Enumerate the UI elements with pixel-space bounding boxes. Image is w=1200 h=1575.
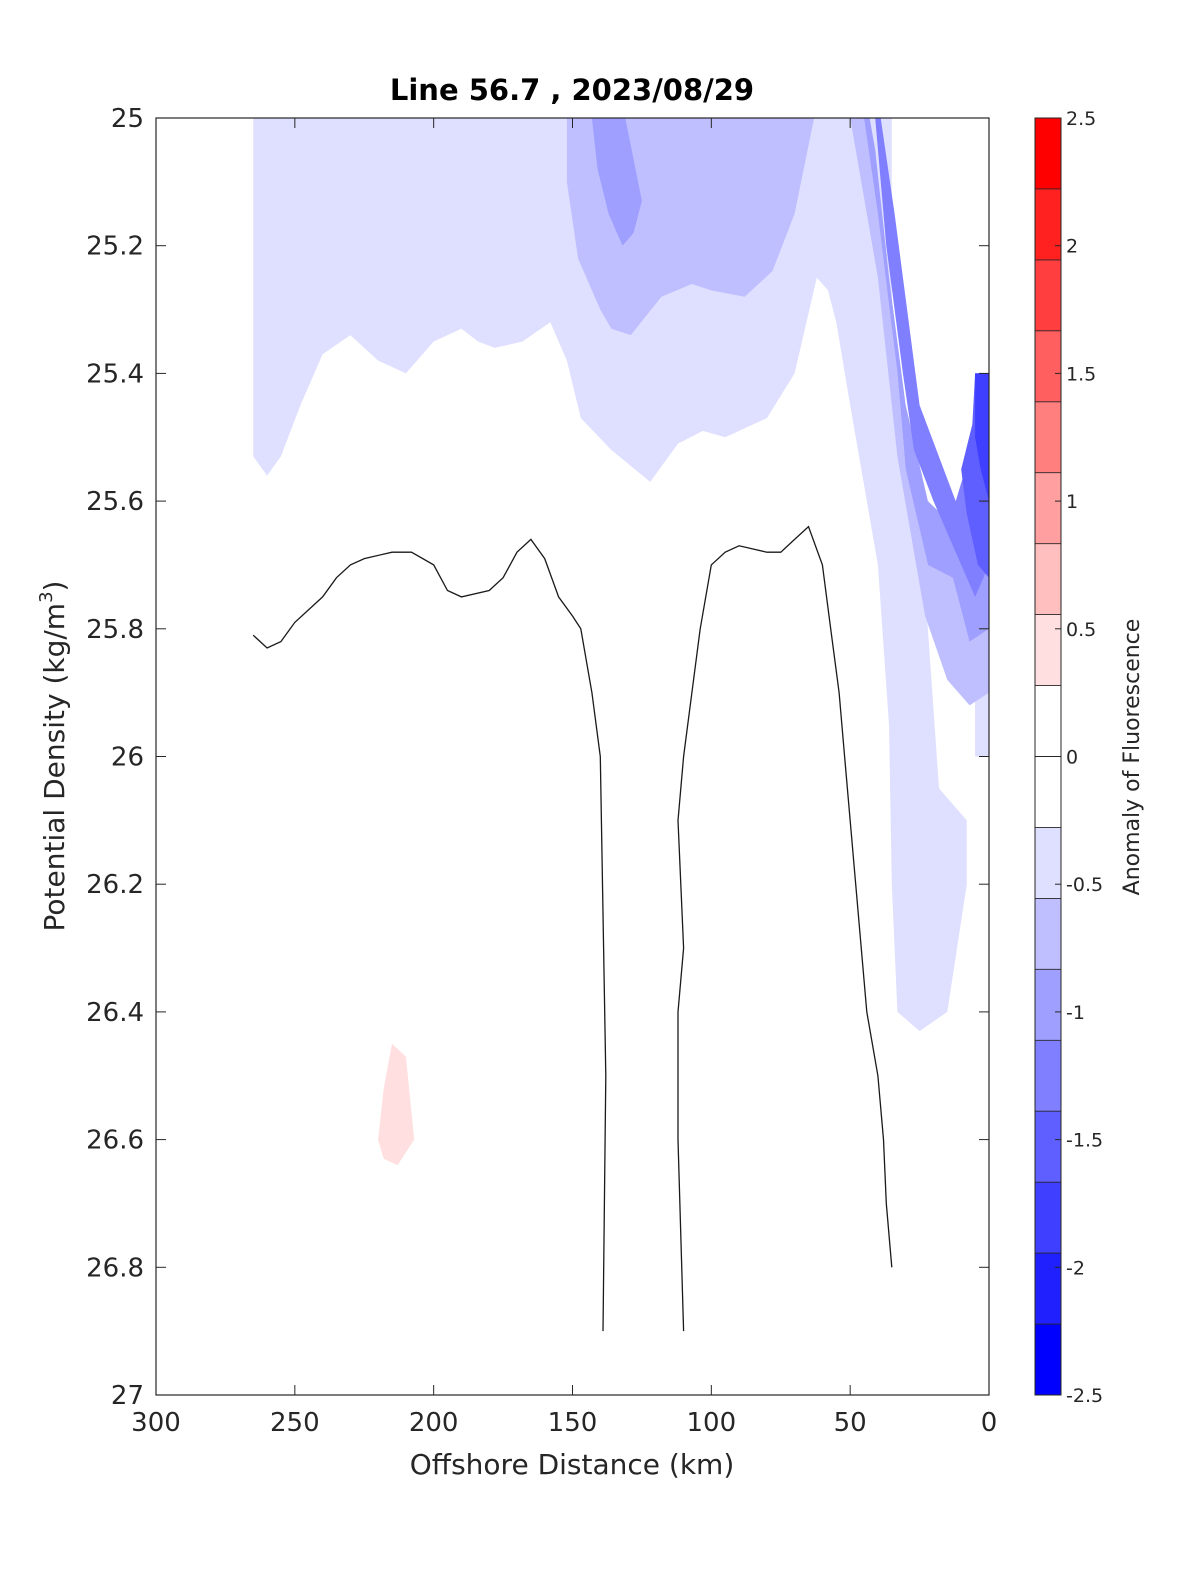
y-axis-label-superscript: 3 — [36, 591, 57, 602]
y-tick-label: 25 — [111, 104, 144, 134]
colorbar-swatch — [1035, 330, 1061, 403]
x-axis: 300 250 200 150 100 50 0 — [131, 118, 997, 1438]
colorbar-swatch — [1035, 1324, 1061, 1396]
contour-line-0 — [252, 538, 607, 1332]
colorbar-swatch — [1035, 898, 1061, 970]
colorbar-swatch — [1035, 685, 1061, 757]
contour-fill-4 — [591, 118, 642, 246]
x-tick-label: 300 — [131, 1408, 181, 1438]
x-tick-label: 50 — [834, 1408, 867, 1438]
plot-area — [156, 118, 989, 1395]
y-tick-label: 27 — [111, 1381, 144, 1411]
colorbar-swatch — [1035, 543, 1061, 616]
colorbar-swatch — [1035, 472, 1061, 545]
x-tick-label: 250 — [270, 1408, 320, 1438]
contour-fill-8 — [975, 373, 989, 502]
colorbar-swatch — [1035, 401, 1061, 474]
colorbar-swatch — [1035, 827, 1061, 899]
colorbar-tick-label: -0.5 — [1066, 874, 1103, 896]
y-tick-label: 25.4 — [86, 359, 144, 389]
y-axis-label: Potential Density (kg/m3) — [36, 581, 71, 932]
colorbar-swatch — [1035, 188, 1061, 261]
contour-fill-3 — [850, 118, 989, 706]
colorbar-tick-label: -2.5 — [1066, 1385, 1103, 1407]
colorbar-swatch — [1035, 259, 1061, 332]
y-tick-label: 26 — [111, 743, 144, 773]
y-axis-label-close: ) — [38, 581, 71, 592]
y-axis: 25 25.2 25.4 25.6 25.8 26 26.2 26.4 26.6 26.8 27 — [86, 104, 989, 1411]
colorbar-tick-label: -2 — [1066, 1257, 1085, 1279]
y-tick-label: 25.6 — [86, 487, 144, 517]
colorbar-swatch — [1035, 118, 1061, 190]
colorbar-swatch — [1035, 1253, 1061, 1325]
x-tick-label: 150 — [548, 1408, 598, 1438]
y-tick-label: 25.8 — [86, 615, 144, 645]
colorbar-tick-label: 2.5 — [1066, 108, 1096, 130]
colorbar-tick-label: 1.5 — [1066, 363, 1096, 385]
colorbar-swatch — [1035, 756, 1061, 828]
colorbar-swatch — [1035, 1182, 1061, 1254]
colorbar-swatch — [1035, 1040, 1061, 1112]
x-tick-label: 0 — [981, 1408, 998, 1438]
colorbar-tick-label: 0.5 — [1066, 619, 1096, 641]
x-axis-label: Offshore Distance (km) — [410, 1448, 735, 1481]
colorbar-swatch — [1035, 1111, 1061, 1183]
x-tick-label: 100 — [687, 1408, 737, 1438]
colorbar-swatch — [1035, 969, 1061, 1041]
colorbar-tick-label: -1 — [1066, 1002, 1085, 1024]
y-tick-label: 25.2 — [86, 232, 144, 262]
y-tick-label: 26.6 — [86, 1126, 144, 1156]
colorbar-tick-label: 2 — [1066, 236, 1078, 258]
colorbar-tick-label: 1 — [1066, 491, 1078, 513]
filled-contour-layer — [253, 118, 989, 1166]
y-tick-label: 26.2 — [86, 870, 144, 900]
colorbar: 2.5 2 1.5 1 0.5 0 -0.5 -1 -1.5 -2 -2.5 — [1034, 108, 1103, 1407]
colorbar-swatch — [1035, 614, 1061, 687]
contour-line-1 — [677, 525, 893, 1332]
y-tick-label: 26.8 — [86, 1253, 144, 1283]
contour-fill-9 — [378, 1043, 415, 1166]
colorbar-tick-label: 0 — [1066, 747, 1078, 769]
y-axis-label-main: Potential Density (kg/m — [38, 603, 71, 932]
contour-fill-0 — [253, 118, 967, 1032]
colorbar-label: Anomaly of Fluorescence — [1120, 619, 1145, 896]
y-tick-label: 26.4 — [86, 998, 144, 1028]
chart-title: Line 56.7 , 2023/08/29 — [390, 73, 754, 107]
x-tick-label: 200 — [409, 1408, 459, 1438]
contour-line-layer — [252, 525, 893, 1332]
colorbar-tick-label: -1.5 — [1066, 1130, 1103, 1152]
